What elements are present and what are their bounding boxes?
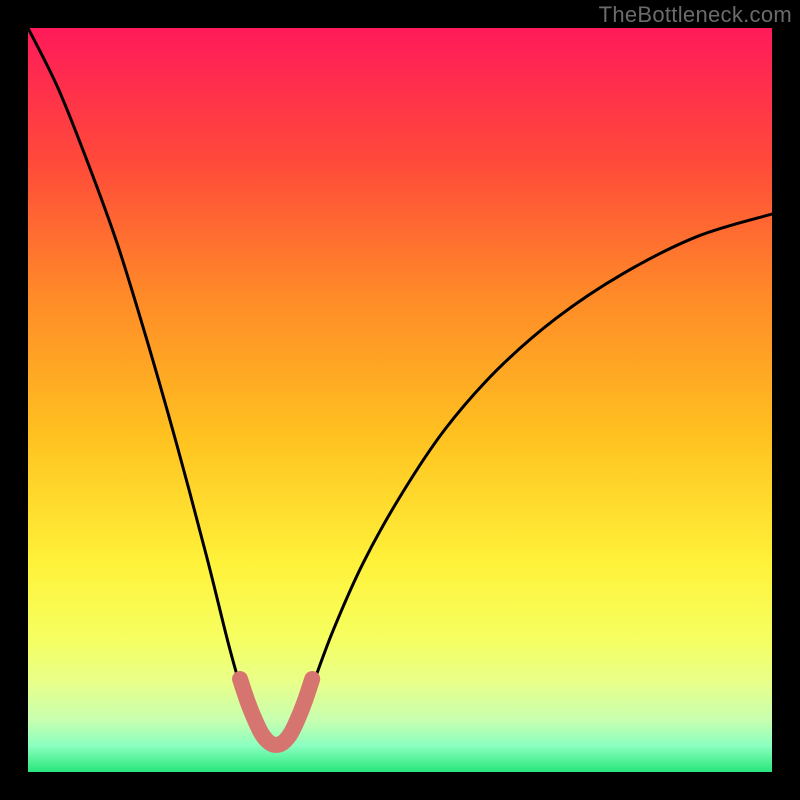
watermark-text: TheBottleneck.com [599, 2, 792, 28]
gradient-background [28, 28, 772, 772]
bottleneck-chart [0, 0, 800, 800]
chart-stage: TheBottleneck.com [0, 0, 800, 800]
